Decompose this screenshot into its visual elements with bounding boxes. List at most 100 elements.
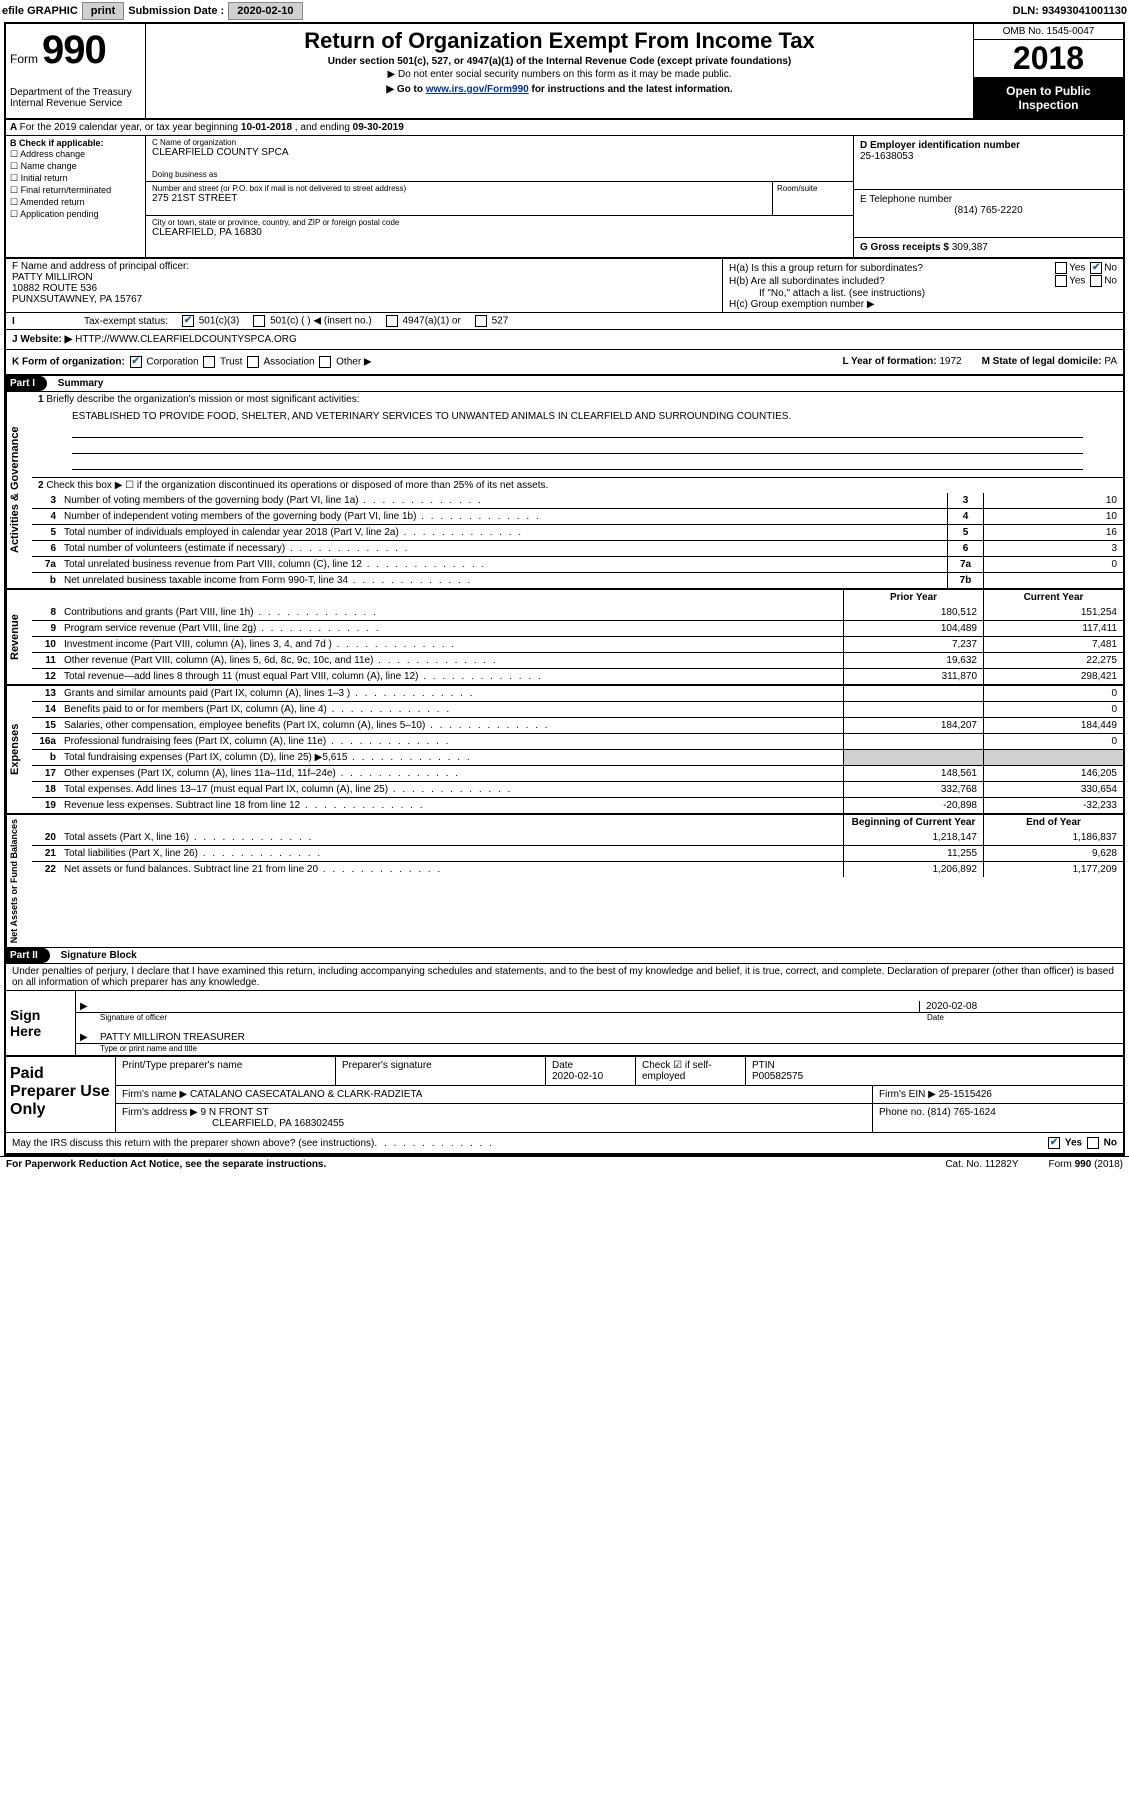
ha-yes[interactable] — [1055, 262, 1067, 274]
form-number: 990 — [42, 28, 106, 73]
hb-label: H(b) Are all subordinates included? — [729, 276, 885, 287]
ha-no[interactable] — [1090, 262, 1102, 274]
website-value: HTTP://WWW.CLEARFIELDCOUNTYSPCA.ORG — [75, 334, 297, 345]
row-a-period: A For the 2019 calendar year, or tax yea… — [6, 120, 1123, 136]
perjury-declaration: Under penalties of perjury, I declare th… — [6, 964, 1123, 990]
part-1-header: Part I Summary — [6, 376, 1123, 392]
chk-self-employed[interactable]: Check ☑ if self-employed — [636, 1057, 746, 1085]
column-h: H(a) Is this a group return for subordin… — [723, 259, 1123, 312]
side-revenue: Revenue — [6, 590, 32, 684]
sign-date: 2020-02-08 — [919, 1001, 1119, 1012]
row-j-website: J Website: ▶ HTTP://WWW.CLEARFIELDCOUNTY… — [6, 330, 1123, 350]
phone-value: (814) 765-2220 — [860, 205, 1117, 216]
org-name-label: C Name of organization — [152, 138, 847, 147]
hb-yes[interactable] — [1055, 275, 1067, 287]
ein-value: 25-1638053 — [860, 151, 1117, 162]
part-2-header: Part II Signature Block — [6, 948, 1123, 964]
line-18: 18Total expenses. Add lines 13–17 (must … — [32, 781, 1123, 797]
paid-preparer-label: Paid Preparer Use Only — [6, 1057, 116, 1132]
revenue-block: Revenue Prior YearCurrent Year 8Contribu… — [6, 590, 1123, 686]
line-8: 8Contributions and grants (Part VIII, li… — [32, 605, 1123, 620]
hb-no[interactable] — [1090, 275, 1102, 287]
efile-label: efile GRAPHIC — [2, 5, 78, 17]
mission-text: ESTABLISHED TO PROVIDE FOOD, SHELTER, AN… — [32, 407, 1123, 477]
firm-phone: (814) 765-1624 — [927, 1107, 995, 1118]
addr-label: Number and street (or P.O. box if mail i… — [152, 184, 766, 193]
chk-other[interactable] — [319, 356, 331, 368]
gov-line-7a: 7aTotal unrelated business revenue from … — [32, 556, 1123, 572]
irs-link[interactable]: www.irs.gov/Form990 — [426, 84, 529, 95]
chk-trust[interactable] — [203, 356, 215, 368]
chk-initial-return[interactable]: ☐ Initial return — [10, 173, 141, 184]
column-d: D Employer identification number 25-1638… — [853, 136, 1123, 257]
column-f: F Name and address of principal officer:… — [6, 259, 723, 312]
hc-label: H(c) Group exemption number ▶ — [729, 299, 1117, 310]
form-ref: Form 990 (2018) — [1049, 1159, 1123, 1170]
disclose-no[interactable] — [1087, 1137, 1099, 1149]
chk-final-return[interactable]: ☐ Final return/terminated — [10, 185, 141, 196]
officer-addr2: PUNXSUTAWNEY, PA 15767 — [12, 294, 716, 305]
header-right: OMB No. 1545-0047 2018 Open to Public In… — [973, 24, 1123, 118]
section-fh: F Name and address of principal officer:… — [6, 259, 1123, 313]
form-subtitle-2: ▶ Do not enter social security numbers o… — [154, 69, 965, 80]
gov-line-6: 6Total number of volunteers (estimate if… — [32, 540, 1123, 556]
governance-block: Activities & Governance 1 Briefly descri… — [6, 392, 1123, 590]
line-22: 22Net assets or fund balances. Subtract … — [32, 861, 1123, 877]
chk-name-change[interactable]: ☐ Name change — [10, 161, 141, 172]
chk-association[interactable] — [247, 356, 259, 368]
chk-amended-return[interactable]: ☐ Amended return — [10, 197, 141, 208]
tax-year: 2018 — [974, 40, 1123, 78]
line-19: 19Revenue less expenses. Subtract line 1… — [32, 797, 1123, 813]
line-14: 14Benefits paid to or for members (Part … — [32, 701, 1123, 717]
room-suite-label: Room/suite — [773, 182, 853, 216]
line-b: bTotal fundraising expenses (Part IX, co… — [32, 749, 1123, 765]
city-label: City or town, state or province, country… — [152, 218, 847, 227]
form-header: Form 990 Department of the Treasury Inte… — [6, 24, 1123, 120]
ein-label: D Employer identification number — [860, 140, 1117, 151]
phone-label: E Telephone number — [860, 194, 1117, 205]
chk-501c3[interactable] — [182, 315, 194, 327]
col-b-header: B Check if applicable: — [10, 138, 141, 148]
paid-preparer-block: Paid Preparer Use Only Print/Type prepar… — [6, 1057, 1123, 1133]
submission-label: Submission Date : — [128, 5, 224, 17]
print-button[interactable]: print — [82, 2, 124, 20]
line-11: 11Other revenue (Part VIII, column (A), … — [32, 652, 1123, 668]
form-word: Form — [10, 52, 38, 66]
expenses-block: Expenses 13Grants and similar amounts pa… — [6, 686, 1123, 815]
chk-address-change[interactable]: ☐ Address change — [10, 149, 141, 160]
chk-application-pending[interactable]: ☐ Application pending — [10, 209, 141, 220]
line-16a: 16aProfessional fundraising fees (Part I… — [32, 733, 1123, 749]
firm-ein: 25-1515426 — [939, 1089, 992, 1100]
firm-addr1: 9 N FRONT ST — [201, 1107, 269, 1118]
row-k: K Form of organization: Corporation Trus… — [6, 350, 1123, 376]
firm-name: CATALANO CASECATALANO & CLARK-RADZIETA — [190, 1089, 422, 1100]
cat-no: Cat. No. 11282Y — [945, 1159, 1018, 1170]
ha-label: H(a) Is this a group return for subordin… — [729, 263, 923, 274]
year-formation: 1972 — [939, 356, 961, 367]
side-governance: Activities & Governance — [6, 392, 32, 588]
chk-4947[interactable] — [386, 315, 398, 327]
line-21: 21Total liabilities (Part X, line 26) 11… — [32, 845, 1123, 861]
netassets-block: Net Assets or Fund Balances Beginning of… — [6, 815, 1123, 948]
form-goto: ▶ Go to www.irs.gov/Form990 for instruct… — [154, 84, 965, 95]
submission-date-button[interactable]: 2020-02-10 — [228, 2, 302, 20]
sign-here-label: Sign Here — [6, 991, 76, 1055]
officer-label: F Name and address of principal officer: — [12, 261, 716, 272]
gov-line-4: 4Number of independent voting members of… — [32, 508, 1123, 524]
preparer-date: 2020-02-10 — [552, 1071, 603, 1082]
signer-name: PATTY MILLIRON TREASURER — [100, 1032, 245, 1043]
chk-corporation[interactable] — [130, 356, 142, 368]
omb-number: OMB No. 1545-0047 — [974, 24, 1123, 40]
row-i-tax-exempt: I Tax-exempt status: 501(c)(3) 501(c) ( … — [6, 313, 1123, 330]
side-expenses: Expenses — [6, 686, 32, 813]
chk-527[interactable] — [475, 315, 487, 327]
chk-501c[interactable] — [253, 315, 265, 327]
line-9: 9Program service revenue (Part VIII, lin… — [32, 620, 1123, 636]
section-bcd: B Check if applicable: ☐ Address change … — [6, 136, 1123, 259]
line-13: 13Grants and similar amounts paid (Part … — [32, 686, 1123, 701]
line-15: 15Salaries, other compensation, employee… — [32, 717, 1123, 733]
officer-addr1: 10882 ROUTE 536 — [12, 283, 716, 294]
disclose-yes[interactable] — [1048, 1137, 1060, 1149]
dln-label: DLN: 93493041001130 — [1013, 5, 1127, 17]
org-address: 275 21ST STREET — [152, 193, 766, 204]
